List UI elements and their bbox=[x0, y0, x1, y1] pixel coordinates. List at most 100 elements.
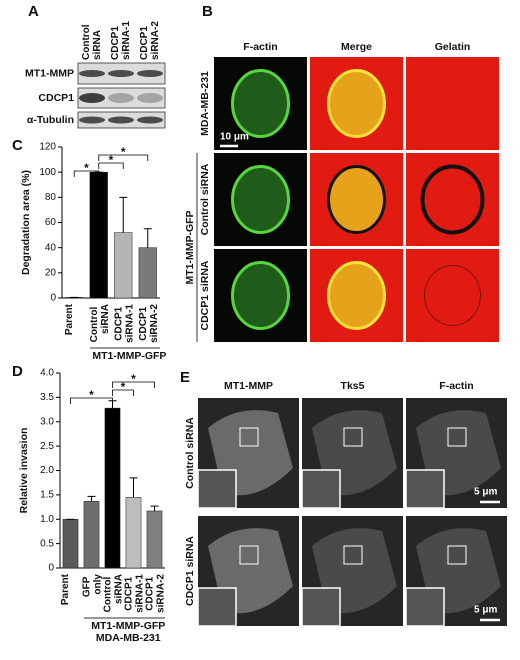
bar bbox=[83, 500, 100, 569]
band bbox=[137, 70, 163, 77]
column-label: Tks5 bbox=[341, 380, 365, 392]
band bbox=[137, 116, 163, 124]
column-label: F-actin bbox=[439, 380, 473, 392]
y-tick-label: 3.0 bbox=[40, 416, 54, 427]
x-tick-label: Control siRNA bbox=[88, 304, 110, 342]
significance-bracket bbox=[98, 162, 124, 169]
group-label: MT1-MMP-GFP bbox=[92, 350, 166, 362]
row-label: CDCP1 siRNA bbox=[199, 260, 211, 330]
roi bbox=[343, 427, 363, 447]
y-axis-label: Degradation area (%) bbox=[20, 170, 32, 275]
error-bar bbox=[119, 196, 128, 233]
scale-bar-label: 5 μm bbox=[474, 605, 497, 616]
column-label: Gelatin bbox=[435, 41, 471, 53]
group-label: MDA-MB-231 bbox=[96, 632, 161, 644]
roi bbox=[239, 545, 259, 565]
group-label: MT1-MMP-GFP bbox=[91, 620, 165, 632]
group-label: MT1-MMP-GFP bbox=[184, 210, 196, 284]
x-tick-label: CDCP1 siRNA-2 bbox=[144, 574, 166, 613]
band bbox=[108, 93, 134, 103]
error-bar bbox=[150, 505, 159, 511]
y-tick-label: 4.0 bbox=[40, 368, 54, 379]
x-tick-label: CDCP1 siRNA-2 bbox=[137, 304, 159, 343]
error-bar bbox=[129, 477, 138, 498]
inset bbox=[301, 469, 341, 509]
column-label: F-actin bbox=[243, 41, 277, 53]
y-tick-label: 0 bbox=[50, 293, 56, 304]
significance-label: * bbox=[121, 145, 126, 159]
significance-bracket bbox=[112, 381, 155, 388]
roi bbox=[239, 427, 259, 447]
y-tick-label: 0.5 bbox=[40, 538, 54, 549]
panel-label: C bbox=[12, 137, 23, 154]
y-tick-label: 3.5 bbox=[40, 392, 54, 403]
scale-bar-label: 10 μm bbox=[220, 132, 249, 143]
column-label: CDCP1 siRNA-2 bbox=[139, 21, 161, 60]
significance-label: * bbox=[131, 372, 136, 386]
x-tick-label: Parent bbox=[60, 573, 71, 605]
cell bbox=[327, 165, 386, 234]
row-label: CDCP1 siRNA bbox=[184, 536, 196, 606]
significance-label: * bbox=[121, 380, 126, 394]
significance-label: * bbox=[109, 153, 114, 167]
y-tick-label: 2.5 bbox=[40, 441, 54, 452]
row-label: Control siRNA bbox=[199, 163, 211, 235]
bar bbox=[125, 497, 142, 569]
x-tick-label: CDCP1 siRNA-1 bbox=[123, 574, 145, 613]
y-tick-label: 20 bbox=[45, 267, 57, 278]
band bbox=[79, 116, 105, 124]
cell bbox=[327, 69, 386, 138]
y-tick-label: 1.0 bbox=[40, 514, 54, 525]
column-label: Control siRNA bbox=[81, 22, 103, 60]
y-axis-label: Relative invasion bbox=[18, 428, 30, 514]
band bbox=[79, 93, 105, 103]
cell bbox=[231, 69, 290, 138]
inset bbox=[301, 587, 341, 627]
cell bbox=[231, 165, 290, 234]
column-label: MT1-MMP bbox=[224, 380, 273, 392]
roi bbox=[447, 545, 467, 565]
row-label: CDCP1 bbox=[38, 92, 74, 104]
cell bbox=[327, 261, 386, 330]
degradation bbox=[424, 265, 481, 326]
degradation bbox=[420, 164, 485, 235]
y-tick-label: 1.5 bbox=[40, 490, 54, 501]
micrograph bbox=[406, 57, 499, 150]
column-label: Merge bbox=[341, 41, 372, 53]
bar bbox=[114, 232, 133, 299]
significance-bracket bbox=[70, 397, 113, 404]
significance-bracket bbox=[73, 170, 100, 177]
panel-label: A bbox=[28, 3, 39, 20]
band bbox=[137, 93, 163, 103]
y-tick-label: 0 bbox=[48, 563, 54, 574]
significance-bracket bbox=[98, 154, 149, 161]
row-label: Control siRNA bbox=[184, 417, 196, 489]
x-tick-label: CDCP1 siRNA-1 bbox=[113, 304, 135, 343]
inset bbox=[405, 587, 445, 627]
micrograph bbox=[406, 249, 499, 342]
x-tick-label: Parent bbox=[64, 303, 75, 335]
row-label: MT1-MMP bbox=[25, 67, 74, 79]
band bbox=[108, 70, 134, 77]
roi bbox=[343, 545, 363, 565]
bar bbox=[89, 171, 108, 299]
x-tick-label: Control siRNA bbox=[102, 574, 124, 612]
significance-label: * bbox=[84, 161, 89, 175]
y-tick-label: 100 bbox=[39, 167, 56, 178]
band bbox=[108, 116, 134, 124]
roi bbox=[447, 427, 467, 447]
significance-bracket bbox=[112, 389, 134, 396]
panel-label: E bbox=[180, 369, 190, 386]
y-tick-label: 2.0 bbox=[40, 465, 54, 476]
y-tick-label: 120 bbox=[39, 142, 56, 153]
cell bbox=[231, 261, 290, 330]
panel-label: B bbox=[202, 3, 213, 20]
band bbox=[79, 70, 105, 77]
y-tick-label: 80 bbox=[45, 192, 57, 203]
bar bbox=[62, 519, 79, 569]
bar bbox=[146, 510, 163, 569]
x-tick-label: GFP only bbox=[81, 574, 103, 598]
bar bbox=[104, 407, 121, 569]
error-bar bbox=[87, 495, 96, 502]
